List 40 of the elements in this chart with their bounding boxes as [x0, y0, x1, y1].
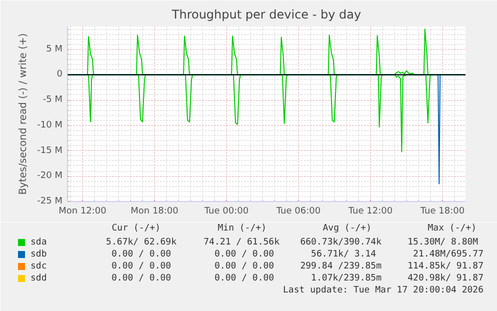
text: 56.71k/ 3.14: [311, 250, 376, 260]
text: 5.67k/ 62.69k: [106, 238, 178, 248]
text: 299.84 /239.85m: [300, 262, 382, 272]
text: 0.00 / 0.00: [214, 262, 274, 272]
text: 0.00 / 0.00: [214, 274, 274, 284]
y-tick-label: -10 M: [37, 120, 62, 130]
chart-title: Throughput per device - by day: [170, 8, 362, 22]
y-tick-label: -5 M: [42, 95, 63, 106]
x-tick-label: Mon 12:00: [58, 206, 107, 216]
text: Avg (-/+): [322, 224, 372, 234]
legend-label: sdd: [30, 274, 47, 284]
text: 420.98k/ 91.87: [408, 274, 484, 284]
text: 660.73k/390.74k: [300, 238, 382, 248]
y-tick-label: -15 M: [37, 146, 62, 156]
y-tick-label: -25 M: [37, 196, 62, 206]
text: 0.00 / 0.00: [111, 250, 172, 260]
y-tick-label: 5 M: [46, 44, 63, 54]
text: 1.07k/239.85m: [311, 274, 382, 284]
text: Max (-/+): [428, 224, 477, 234]
y-axis-title: Bytes/second read (-) / write (+): [18, 33, 30, 195]
x-tick-label: Mon 18:00: [130, 206, 179, 216]
text: 114.85k/ 91.87: [408, 262, 484, 272]
text: 15.30M/ 8.80M: [408, 238, 479, 248]
x-tick-label: Tue 06:00: [275, 206, 321, 216]
text: Cur (-/+): [112, 224, 161, 234]
text: 21.48M/695.77: [413, 250, 484, 260]
y-tick-label: -20 M: [37, 171, 62, 182]
legend-label: sdc: [30, 262, 47, 272]
legend-label: sda: [30, 238, 47, 248]
x-tick-label: Tue 00:00: [203, 206, 249, 216]
text: 74.21 / 61.56k: [204, 238, 280, 248]
legend-label: sdb: [30, 250, 47, 260]
x-tick-label: Tue 18:00: [419, 206, 465, 216]
text: 0.00 / 0.00: [111, 262, 172, 272]
text: Min (-/+): [218, 224, 267, 234]
y-tick-label: 0: [56, 70, 63, 80]
text: 0.00 / 0.00: [214, 250, 274, 260]
text: 0.00 / 0.00: [111, 274, 172, 284]
x-tick-label: Tue 12:00: [347, 206, 393, 216]
text: Last update: Tue Mar 17 20:00:04 2026: [283, 286, 484, 296]
